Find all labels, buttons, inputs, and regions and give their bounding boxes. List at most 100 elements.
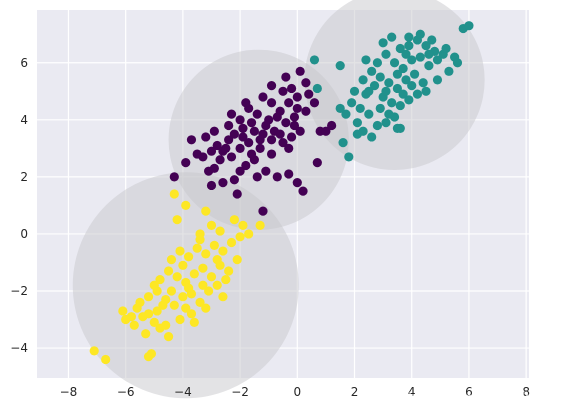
data-point <box>289 112 300 122</box>
data-point <box>266 135 277 145</box>
data-point <box>415 52 425 62</box>
data-point <box>255 220 265 230</box>
x-tick-label: −4 <box>174 385 192 399</box>
data-point <box>418 78 428 88</box>
data-point <box>184 252 194 262</box>
data-point <box>261 120 271 131</box>
data-point <box>238 123 248 133</box>
data-point <box>404 41 414 51</box>
data-point <box>209 126 219 136</box>
data-point <box>266 98 277 108</box>
data-point <box>238 132 248 142</box>
data-point <box>387 32 397 42</box>
data-point <box>404 95 414 105</box>
data-point <box>244 138 254 148</box>
data-point <box>384 78 394 88</box>
data-point <box>335 61 345 71</box>
data-point <box>407 55 417 65</box>
data-point <box>206 146 217 156</box>
data-point <box>252 109 262 119</box>
data-point <box>381 118 391 128</box>
data-point <box>201 132 211 142</box>
data-point <box>301 106 311 116</box>
x-tick-label: −8 <box>60 385 78 399</box>
x-tick-label: −2 <box>231 385 249 399</box>
data-point <box>149 317 159 327</box>
x-tick-label: 0 <box>293 385 301 399</box>
data-point <box>204 166 214 176</box>
data-point <box>358 75 368 85</box>
data-point <box>452 58 463 68</box>
data-point <box>181 303 191 313</box>
y-tick-label: 4 <box>20 113 28 127</box>
data-point <box>381 49 391 59</box>
data-point <box>186 309 197 319</box>
data-point <box>169 300 179 310</box>
data-point <box>238 220 248 230</box>
data-point <box>166 286 177 296</box>
data-point <box>261 166 271 176</box>
data-point <box>235 143 245 153</box>
data-point <box>149 280 159 290</box>
data-point <box>424 49 434 59</box>
data-point <box>175 246 185 256</box>
data-point <box>218 177 228 188</box>
data-point <box>246 149 257 159</box>
data-point <box>335 103 345 114</box>
data-point <box>212 140 222 151</box>
data-point <box>424 61 434 71</box>
data-point <box>421 41 431 51</box>
data-point <box>241 98 251 108</box>
data-point <box>172 272 182 282</box>
data-point <box>195 297 205 308</box>
data-point <box>304 89 314 99</box>
data-point <box>432 55 443 65</box>
data-point <box>192 243 202 253</box>
data-point <box>281 118 291 128</box>
data-point <box>301 78 311 88</box>
data-point <box>235 166 245 176</box>
data-point <box>244 229 254 239</box>
data-point <box>215 155 225 165</box>
data-point <box>344 152 354 162</box>
data-point <box>347 98 357 108</box>
x-tick-label: 6 <box>465 385 473 399</box>
data-point <box>272 172 282 182</box>
data-point <box>392 69 403 79</box>
data-point <box>298 186 308 196</box>
data-point <box>286 132 297 142</box>
data-point <box>292 92 302 102</box>
data-point <box>367 66 377 76</box>
data-point <box>255 143 265 153</box>
data-points <box>89 21 474 365</box>
data-point <box>224 120 234 131</box>
data-point <box>181 158 191 168</box>
data-point <box>401 49 411 59</box>
data-point <box>398 89 408 99</box>
data-point <box>129 320 139 330</box>
data-point <box>409 69 420 79</box>
data-point <box>309 55 320 65</box>
data-point <box>241 160 251 171</box>
data-point <box>464 21 474 31</box>
data-point <box>163 266 174 276</box>
data-point <box>387 98 397 108</box>
data-point <box>249 126 259 136</box>
data-point <box>375 72 385 82</box>
data-point <box>229 215 239 225</box>
data-point <box>189 317 199 327</box>
x-tick-label: 4 <box>408 385 416 399</box>
data-point <box>281 72 291 82</box>
data-point <box>278 86 288 96</box>
data-point <box>432 75 443 85</box>
data-point <box>258 206 268 216</box>
data-point <box>195 235 205 245</box>
data-point <box>201 249 211 259</box>
data-point <box>218 292 228 302</box>
data-point <box>441 43 451 54</box>
data-point <box>389 58 400 68</box>
data-point <box>352 118 362 128</box>
data-point <box>229 175 239 185</box>
data-point <box>372 58 382 68</box>
